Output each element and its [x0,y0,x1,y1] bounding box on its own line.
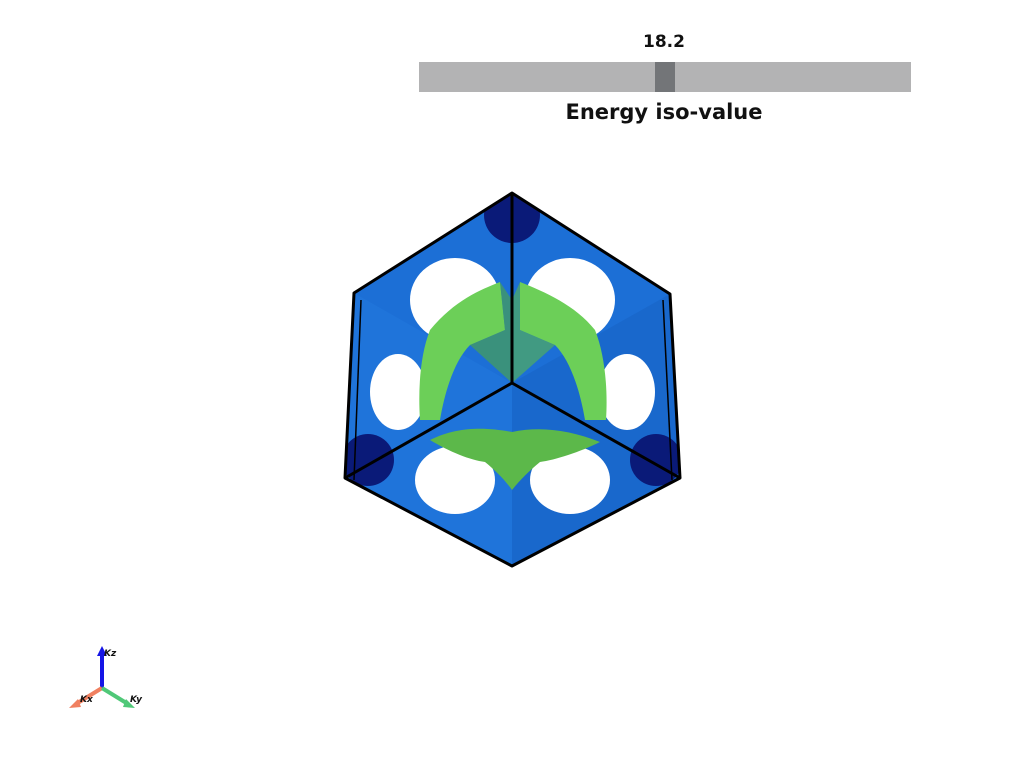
corner-cap [630,434,680,486]
ky-axis-icon [100,686,130,706]
kx-axis-arrowhead [69,699,81,708]
orientation-axes-widget: Kz Kx Ky [69,646,143,708]
surface-opening [370,354,426,430]
ky-axis-arrowhead [123,699,135,708]
kz-label: Kz [104,649,117,659]
surface-opening [599,354,655,430]
kx-axis-icon [74,686,104,706]
inner-surface [520,282,607,420]
inner-surface [430,428,600,490]
kx-label: Kx [80,695,94,705]
iso-surface-scene[interactable] [0,0,1024,640]
iso-value-slider-track[interactable] [419,62,911,92]
inner-surface [419,282,505,420]
brillouin-zone-frame [343,191,682,568]
ky-label: Ky [130,695,143,705]
inner-surface-shade [470,282,512,383]
surface-opening [415,446,495,514]
iso-value-slider-handle[interactable] [655,62,675,92]
surface-opening [530,446,610,514]
slider-title: Energy iso-value [565,100,763,124]
slider-value-label: 18.2 [643,32,685,52]
inner-surface-shade [512,282,555,383]
kz-axis-arrowhead [97,646,107,656]
corner-cap [345,434,394,486]
